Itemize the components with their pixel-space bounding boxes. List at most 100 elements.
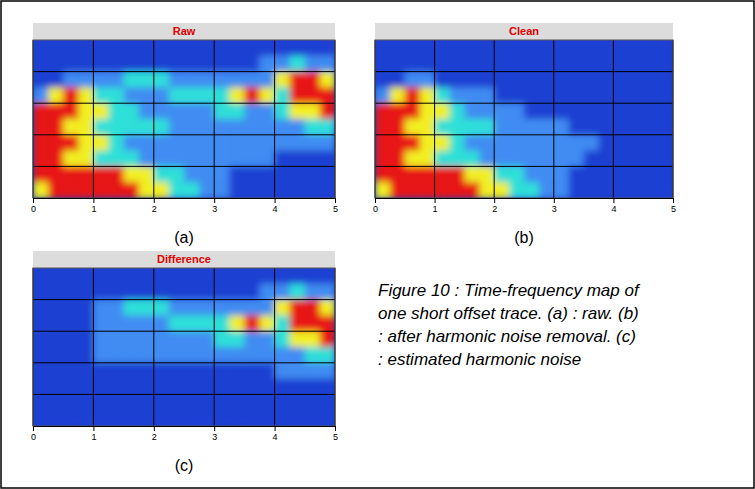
heatmap-cell: [320, 151, 335, 167]
heatmap-cell: [169, 394, 185, 410]
heatmap-cell: [390, 40, 405, 56]
heatmap-cell: [214, 119, 230, 135]
heatmap-cell: [305, 56, 321, 72]
heatmap-cell: [63, 151, 79, 167]
heatmap-cell: [78, 363, 94, 379]
tick: 4: [273, 426, 278, 442]
heatmap-cell: [199, 56, 215, 72]
heatmap-cell: [154, 315, 170, 331]
heatmap-cell: [184, 103, 200, 119]
heatmap-cell: [199, 284, 215, 300]
caption: Figure 10 : Time-frequency map ofone sho…: [378, 281, 641, 369]
heatmap-cell: [33, 331, 49, 347]
heatmap-cell: [184, 40, 200, 56]
heatmap-cell: [305, 268, 321, 284]
heatmap-cell: [93, 379, 109, 395]
axis-line: [34, 198, 336, 199]
heatmap-cell: [435, 87, 450, 103]
figure-border: [1, 1, 754, 488]
heatmap-cell: [305, 119, 321, 135]
heatmap-cell: [124, 347, 140, 363]
heatmap-cell: [464, 56, 479, 72]
heatmap-cell: [124, 182, 140, 198]
heatmap-cell: [244, 379, 260, 395]
heatmap-cell: [599, 182, 614, 198]
heatmap-cell: [48, 300, 64, 316]
tick-mark: [214, 198, 215, 203]
heatmap-cell: [275, 166, 291, 182]
heatmap-cell: [524, 151, 539, 167]
heatmap-cell: [405, 182, 420, 198]
heatmap-cell: [139, 410, 155, 426]
heatmap-cell: [613, 103, 628, 119]
heatmap-cell: [33, 315, 49, 331]
heatmap-cells: [33, 268, 335, 426]
heatmap-cell: [229, 363, 245, 379]
heatmap-cell: [524, 166, 539, 182]
heatmap-cell: [435, 182, 450, 198]
heatmap-cell: [509, 135, 524, 151]
heatmap-cell: [305, 331, 321, 347]
heatmap-cell: [139, 135, 155, 151]
heatmap-cell: [93, 166, 109, 182]
heatmap-cell: [375, 151, 390, 167]
heatmap-cell: [33, 394, 49, 410]
tick-label: 4: [273, 204, 278, 214]
grid-line: [33, 103, 335, 104]
grid-line: [33, 299, 335, 300]
heatmap-cell: [260, 72, 276, 88]
heatmap-cell: [33, 87, 49, 103]
heatmap-cell: [33, 182, 49, 198]
heatmap-cell: [184, 410, 200, 426]
heatmap-cell: [63, 331, 79, 347]
heatmap-cell: [78, 379, 94, 395]
grid-line: [274, 268, 275, 426]
heatmap-cell: [554, 135, 569, 151]
heatmap-cell: [305, 379, 321, 395]
heatmap-cell: [229, 135, 245, 151]
heatmap-cell: [613, 182, 628, 198]
heatmap-cell: [320, 331, 335, 347]
tick-mark: [494, 198, 495, 203]
heatmap-cell: [229, 40, 245, 56]
heatmap-cell: [124, 56, 140, 72]
heatmap-cell: [109, 284, 125, 300]
heatmap-cell: [539, 103, 554, 119]
heatmap-cell: [109, 40, 125, 56]
heatmap-cell: [63, 300, 79, 316]
heatmap-cell: [154, 87, 170, 103]
heatmap-cell: [139, 72, 155, 88]
heatmap-cell: [48, 331, 64, 347]
tick-mark: [554, 198, 555, 203]
heatmap-cell: [260, 347, 276, 363]
heatmap-cell: [390, 119, 405, 135]
heatmap-cell: [48, 363, 64, 379]
heatmap-cell: [494, 72, 509, 88]
grid-line: [153, 268, 154, 426]
heatmap-cell: [184, 182, 200, 198]
heatmap-cell: [305, 135, 321, 151]
heatmap-cell: [464, 119, 479, 135]
heatmap-cell: [244, 300, 260, 316]
heatmap-cell: [124, 331, 140, 347]
heatmap-cell: [643, 40, 658, 56]
heatmap-cell: [569, 56, 584, 72]
heatmap-cell: [229, 103, 245, 119]
heatmap-cell: [109, 347, 125, 363]
tick: 2: [152, 426, 157, 442]
heatmap-cell: [48, 410, 64, 426]
heatmap-cell: [613, 135, 628, 151]
heatmap-cell: [48, 87, 64, 103]
tick-label: 3: [212, 432, 217, 442]
heatmap-cell: [214, 379, 230, 395]
plot-area: [33, 268, 335, 426]
heatmap-cell: [33, 72, 49, 88]
heatmap-cell: [184, 151, 200, 167]
heatmap-cell: [260, 363, 276, 379]
heatmap-cell: [93, 56, 109, 72]
heatmap-cell: [214, 315, 230, 331]
heatmap-cell: [524, 182, 539, 198]
heatmap-cell: [214, 72, 230, 88]
tick-label: 1: [91, 204, 96, 214]
panel-title: Clean: [509, 25, 539, 37]
